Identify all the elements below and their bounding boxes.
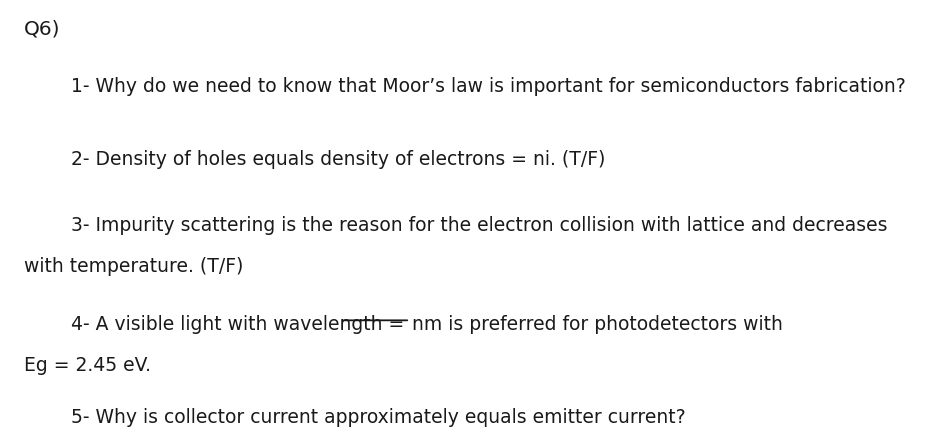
Text: 1- Why do we need to know that Moor’s law is important for semiconductors fabric: 1- Why do we need to know that Moor’s la… bbox=[71, 77, 905, 96]
Text: 5- Why is collector current approximately equals emitter current?: 5- Why is collector current approximatel… bbox=[71, 408, 686, 427]
Text: with temperature. (T/F): with temperature. (T/F) bbox=[24, 257, 243, 276]
Text: Q6): Q6) bbox=[24, 20, 61, 39]
Text: 4- A visible light with wavelength =: 4- A visible light with wavelength = bbox=[71, 315, 404, 334]
Text: nm is preferred for photodetectors with: nm is preferred for photodetectors with bbox=[412, 315, 783, 334]
Text: Eg = 2.45 eV.: Eg = 2.45 eV. bbox=[24, 356, 151, 375]
Text: 3- Impurity scattering is the reason for the electron collision with lattice and: 3- Impurity scattering is the reason for… bbox=[71, 216, 887, 235]
Text: 2- Density of holes equals density of electrons = ni. (T/F): 2- Density of holes equals density of el… bbox=[71, 150, 605, 169]
